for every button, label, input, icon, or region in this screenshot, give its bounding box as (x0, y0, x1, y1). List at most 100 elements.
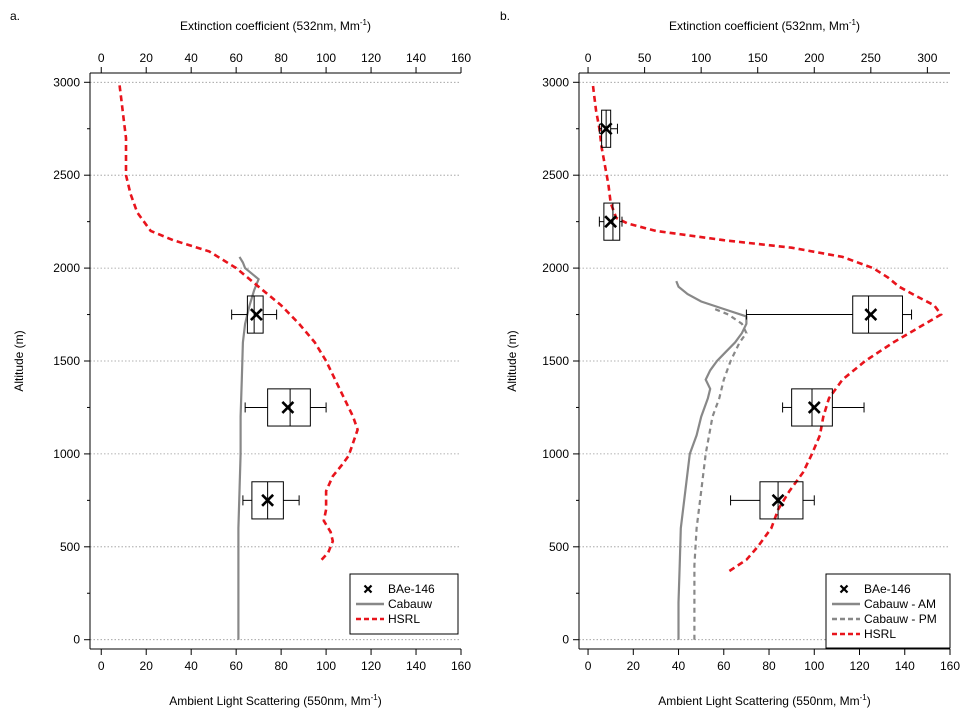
top-tick-label: 60 (229, 51, 243, 65)
top-axis-title-close: ) (367, 19, 371, 33)
series-line-cabauw (237, 256, 260, 640)
legend-label: HSRL (864, 627, 896, 641)
top-tick-label: 250 (861, 51, 881, 65)
y-tick-label: 0 (562, 633, 569, 647)
bottom-tick-label: 80 (274, 659, 288, 673)
y-tick-label: 2000 (542, 261, 569, 275)
bottom-tick-label: 160 (940, 659, 960, 673)
panel-label: a. (10, 9, 20, 23)
top-axis-title: Extinction coefficient (532nm, Mm-1) (669, 18, 860, 33)
y-tick-label: 1000 (542, 447, 569, 461)
mean-marker (261, 493, 275, 507)
top-tick-label: 150 (748, 51, 768, 65)
bottom-tick-label: 160 (451, 659, 471, 673)
series-line-cabauw-am (675, 280, 748, 640)
bottom-axis-title-sup: -1 (371, 693, 379, 702)
bottom-tick-label: 20 (627, 659, 641, 673)
box-plot (745, 295, 913, 334)
top-axis-title-main: Extinction coefficient (532nm, Mm (669, 19, 849, 33)
bottom-tick-label: 100 (804, 659, 824, 673)
series-line-hsrl (591, 82, 943, 573)
box-iqr (267, 388, 311, 427)
top-tick-label: 140 (406, 51, 426, 65)
y-tick-label: 3000 (53, 75, 80, 89)
box-iqr (759, 481, 804, 520)
bottom-axis-title-close: ) (867, 694, 871, 708)
top-tick-label: 50 (638, 51, 652, 65)
top-axis-title-main: Extinction coefficient (532nm, Mm (180, 19, 360, 33)
mean-marker (281, 401, 295, 414)
legend-marker-bae (363, 584, 373, 594)
legend-label: Cabauw - PM (864, 612, 937, 626)
top-tick-label: 300 (917, 51, 937, 65)
top-tick-label: 0 (98, 51, 105, 65)
legend-label: HSRL (388, 612, 420, 626)
bottom-axis-title-main: Ambient Light Scattering (550nm, Mm (658, 694, 859, 708)
bottom-axis-title-sup: -1 (860, 693, 868, 702)
legend-label: BAe-146 (864, 582, 911, 596)
y-tick-label: 500 (60, 540, 80, 554)
box-iqr (852, 295, 903, 334)
y-tick-label: 2000 (53, 261, 80, 275)
bottom-tick-label: 40 (672, 659, 686, 673)
bottom-tick-label: 0 (98, 659, 105, 673)
top-tick-label: 20 (140, 51, 154, 65)
box-plot (231, 295, 278, 334)
box-plot (598, 202, 623, 241)
y-tick-label: 1500 (542, 354, 569, 368)
bottom-tick-label: 140 (406, 659, 426, 673)
y-tick-label: 1500 (53, 354, 80, 368)
mean-marker (249, 308, 263, 321)
top-tick-label: 120 (361, 51, 381, 65)
top-tick-label: 160 (451, 51, 471, 65)
mean-marker (807, 401, 821, 414)
box-plot (244, 388, 327, 427)
mean-marker (599, 122, 613, 136)
y-tick-label: 1000 (53, 447, 80, 461)
bottom-axis-title-close: ) (378, 694, 382, 708)
bottom-axis-title-main: Ambient Light Scattering (550nm, Mm (169, 694, 370, 708)
mean-marker (864, 308, 878, 321)
y-tick-label: 2500 (542, 168, 569, 182)
box-plot (242, 481, 300, 520)
mean-marker (771, 493, 785, 507)
bottom-axis-title: Ambient Light Scattering (550nm, Mm-1) (658, 693, 871, 708)
series-line-hsrl (117, 82, 359, 561)
top-axis-title-sup: -1 (849, 18, 857, 27)
top-tick-label: 200 (804, 51, 824, 65)
y-axis-title: Altitude (m) (505, 330, 519, 391)
bottom-tick-label: 40 (185, 659, 199, 673)
top-axis-title-close: ) (856, 19, 860, 33)
bottom-tick-label: 60 (229, 659, 243, 673)
box-plot (782, 388, 865, 427)
legend-label: Cabauw - AM (864, 597, 936, 611)
box-plot (598, 109, 618, 148)
bottom-tick-label: 120 (849, 659, 869, 673)
y-tick-label: 0 (73, 633, 80, 647)
series-line-cabauw-pm (693, 307, 748, 640)
y-tick-label: 3000 (542, 75, 569, 89)
legend-label: Cabauw (388, 597, 432, 611)
y-axis-title: Altitude (m) (12, 330, 26, 391)
y-tick-label: 500 (549, 540, 569, 554)
top-tick-label: 100 (316, 51, 336, 65)
bottom-tick-label: 80 (762, 659, 776, 673)
top-tick-label: 40 (185, 51, 199, 65)
mean-marker (604, 215, 618, 229)
top-tick-label: 100 (691, 51, 711, 65)
bottom-tick-label: 20 (140, 659, 154, 673)
panel-label: b. (500, 9, 510, 23)
top-tick-label: 0 (585, 51, 592, 65)
y-tick-label: 2500 (53, 168, 80, 182)
top-tick-label: 80 (274, 51, 288, 65)
legend-marker-bae (839, 584, 849, 594)
bottom-axis-title: Ambient Light Scattering (550nm, Mm-1) (169, 693, 382, 708)
legend-label: BAe-146 (388, 582, 435, 596)
bottom-tick-label: 100 (316, 659, 336, 673)
bottom-tick-label: 0 (585, 659, 592, 673)
